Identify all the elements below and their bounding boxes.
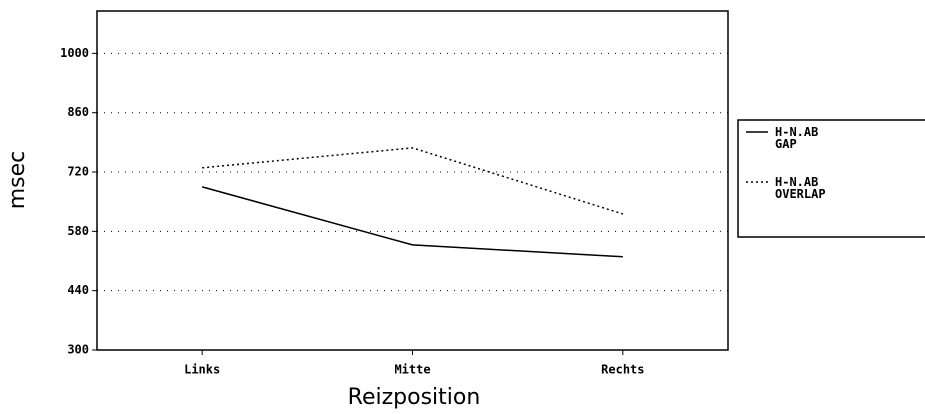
y-tick-label: 440 [67,283,89,297]
x-tick-label: Mitte [394,363,430,377]
legend-label: H-N.AB OVERLAP [775,175,826,201]
x-tick-label: Rechts [601,363,644,377]
x-axis-label: Reizposition [348,385,481,410]
x-tick-label: Links [184,363,220,377]
y-axis-label: msec [5,151,30,210]
y-tick-label: 860 [67,105,89,119]
y-tick-label: 580 [67,224,89,238]
legend-box [737,119,925,238]
y-tick-label: 720 [67,165,89,179]
y-tick-label: 1000 [60,46,89,60]
legend-label: H-N.AB GAP [775,125,818,151]
y-tick-label: 300 [67,343,89,357]
series-line [202,147,624,215]
plot-frame [96,10,729,351]
series-line [201,186,623,258]
